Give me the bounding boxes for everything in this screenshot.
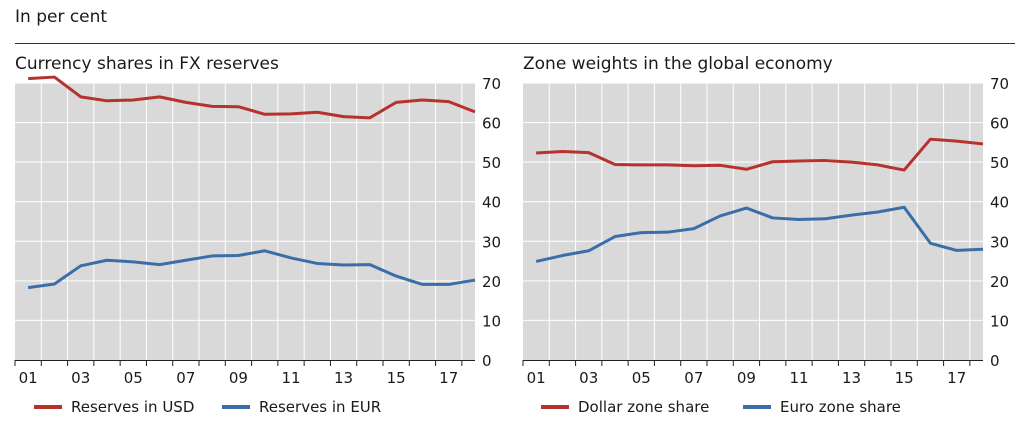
chart-panel-zone: 0 10 20 30 40 50 60 70 01 03 05 07 09 11 13 15 17 Dollar …: [522, 75, 1009, 416]
x-tick-label: 17: [947, 369, 966, 387]
legend-label: Reserves in EUR: [259, 398, 381, 416]
x-tick-label: 05: [632, 369, 651, 387]
chart-title-zone-weights: Zone weights in the global economy: [523, 54, 833, 74]
series-line-blue: [535, 205, 984, 263]
y-tick-label: 30: [990, 233, 1009, 251]
x-tick-label: 09: [229, 369, 248, 387]
x-tick-label: 15: [387, 369, 406, 387]
y-tick-label: 50: [482, 154, 501, 172]
x-tick-label: 03: [579, 369, 598, 387]
header-rule: [15, 43, 1015, 44]
y-tick-label: 10: [990, 312, 1009, 330]
chart-title-fx-reserves: Currency shares in FX reserves: [15, 54, 279, 74]
x-tick-label: 07: [684, 369, 703, 387]
plot-area: [15, 83, 475, 360]
series-line-red: [28, 75, 476, 120]
x-tick-label: 11: [281, 369, 300, 387]
x-tick-label: 07: [176, 369, 195, 387]
y-tick-label: 0: [990, 352, 1000, 370]
chart-panel-fx: 0 10 20 30 40 50 60 70 01 03 05 07 09 11 13 15 17 Reserve…: [14, 75, 501, 416]
y-tick-label: 40: [482, 194, 501, 212]
legend-label: Reserves in USD: [71, 398, 194, 416]
y-tick-label: 50: [990, 154, 1009, 172]
y-tick-label: 40: [990, 194, 1009, 212]
x-tick-label: 13: [334, 369, 353, 387]
legend-label: Dollar zone share: [578, 398, 709, 416]
x-tick-label: 17: [439, 369, 458, 387]
y-tick-label: 20: [990, 273, 1009, 291]
y-tick-label: 0: [482, 352, 492, 370]
x-tick-label: 09: [737, 369, 756, 387]
x-tick-label: 13: [842, 369, 861, 387]
x-tick-label: 05: [124, 369, 143, 387]
x-tick-label: 01: [19, 369, 38, 387]
x-tick-label: 01: [527, 369, 546, 387]
plot-area: [523, 83, 983, 360]
y-tick-label: 70: [990, 75, 1009, 93]
x-tick-label: 03: [71, 369, 90, 387]
series-line-red: [536, 137, 984, 172]
header-note: In per cent: [15, 7, 108, 27]
y-tick-label: 70: [482, 75, 501, 93]
legend-label: Euro zone share: [780, 398, 901, 416]
y-tick-label: 60: [482, 115, 501, 133]
x-tick-label: 11: [789, 369, 808, 387]
y-tick-label: 10: [482, 312, 501, 330]
y-tick-label: 30: [482, 233, 501, 251]
x-tick-label: 15: [895, 369, 914, 387]
series-line-blue: [27, 249, 476, 290]
y-tick-label: 20: [482, 273, 501, 291]
y-tick-label: 60: [990, 115, 1009, 133]
